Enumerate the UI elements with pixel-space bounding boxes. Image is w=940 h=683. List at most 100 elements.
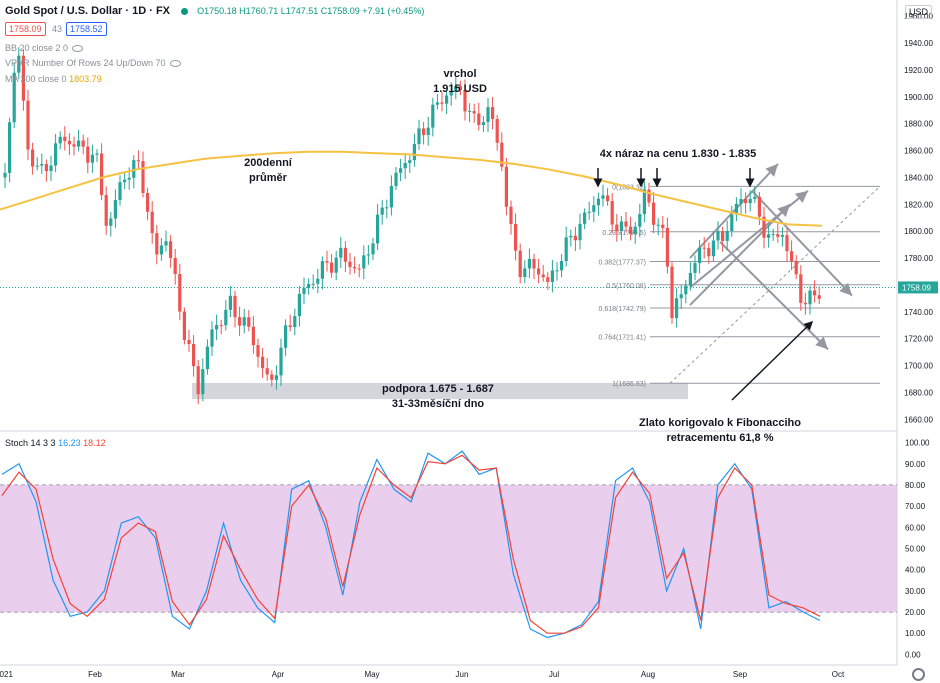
- candle-body: [748, 198, 752, 204]
- stoch-tick-label: 0.00: [905, 650, 921, 659]
- stoch-band: [0, 484, 897, 613]
- bb-legend[interactable]: BB 20 close 2 0: [5, 43, 84, 53]
- vrvp-legend[interactable]: VPVR Number Of Rows 24 Up/Down 70: [5, 58, 181, 68]
- candle-body: [3, 172, 7, 178]
- fib-level-label: 0.764(1721.41): [599, 335, 646, 342]
- candle-body: [247, 317, 251, 327]
- eye-off-icon[interactable]: [72, 45, 84, 53]
- candle-body: [486, 107, 490, 123]
- candle-body: [118, 182, 122, 201]
- candle-body: [284, 325, 288, 348]
- candle-body: [725, 231, 729, 241]
- stoch-series: [1, 450, 821, 639]
- candle-body: [357, 268, 361, 270]
- time-tick-label: Feb: [88, 670, 102, 679]
- candle-body: [445, 95, 449, 104]
- candle-body: [224, 309, 228, 326]
- last-price-label: 1758.09: [902, 283, 931, 292]
- candle-body: [440, 102, 444, 104]
- eye-off-icon[interactable]: [169, 60, 181, 68]
- candle-body: [702, 247, 706, 249]
- price-tick-label: 1900.00: [904, 93, 933, 102]
- buy-price-button[interactable]: 1758.52: [66, 22, 107, 36]
- candle-body: [141, 161, 145, 194]
- candle-body: [481, 122, 485, 125]
- candle-body: [514, 224, 518, 251]
- candle-body: [642, 189, 646, 215]
- ohlc-readout: O1750.18 H1760.71 L1747.51 C1758.09 +7.9…: [197, 6, 425, 16]
- time-tick-label: Mar: [171, 670, 185, 679]
- ma-legend[interactable]: MA 200 close 0 1803.79: [5, 74, 102, 84]
- candle-body: [412, 143, 416, 161]
- candle-body: [31, 149, 35, 167]
- candle-body: [587, 211, 591, 213]
- candle-body: [472, 111, 476, 114]
- stoch-tick-label: 70.00: [905, 502, 926, 511]
- candle-body: [569, 235, 573, 238]
- candle-body: [242, 317, 246, 326]
- price-tick-label: 1780.00: [904, 254, 933, 263]
- candle-body: [629, 226, 633, 234]
- candle-body: [698, 247, 702, 264]
- candle-body: [458, 86, 462, 90]
- candle-body: [739, 199, 743, 204]
- time-tick-label: Oct: [832, 670, 845, 679]
- candle-body: [366, 254, 370, 256]
- candle-body: [403, 162, 407, 169]
- candle-body: [261, 356, 265, 369]
- spread-value: 43: [52, 24, 63, 34]
- candle-body: [537, 268, 541, 275]
- stoch-legend[interactable]: Stoch 14 3 3 16.23 18.12: [5, 438, 106, 448]
- candle-body: [518, 250, 522, 277]
- fib-level-label: 0.382(1777.37): [599, 260, 646, 267]
- candle-body: [753, 196, 757, 199]
- candle-body: [325, 261, 329, 263]
- candle-body: [136, 160, 140, 162]
- fib-level-label: 0.236(1799.5): [602, 230, 646, 237]
- candle-body: [146, 193, 150, 212]
- candle-body: [546, 277, 550, 282]
- candle-body: [219, 325, 223, 327]
- candle-body: [307, 283, 311, 288]
- symbol-title[interactable]: Gold Spot / U.S. Dollar · 1D · FX: [5, 5, 171, 17]
- candle-body: [127, 177, 131, 180]
- candle-body: [656, 224, 660, 226]
- time-tick-label: Jul: [549, 670, 559, 679]
- ma200-line: [0, 150, 823, 227]
- price-tick-label: 1660.00: [904, 415, 933, 424]
- stoch-k-value: 16.23: [58, 438, 81, 448]
- peak-label: vrchol: [443, 68, 476, 80]
- candle-body: [343, 247, 347, 262]
- last-price-tag: [898, 281, 938, 294]
- candle-body: [711, 240, 715, 257]
- fib-annotation: Zlato korigovalo k Fibonacciho: [639, 417, 801, 429]
- candle-body: [684, 285, 688, 295]
- candle-body: [256, 345, 260, 357]
- candle-body: [661, 224, 665, 228]
- currency-selector[interactable]: USD: [905, 5, 933, 19]
- candle-body: [693, 263, 697, 273]
- fib-pointer-arrow: [731, 320, 814, 401]
- candle-body: [762, 216, 766, 238]
- candle-body: [371, 243, 375, 255]
- candle-body: [339, 247, 343, 258]
- sell-price-button[interactable]: 1758.09: [5, 22, 46, 36]
- candle-body: [573, 235, 577, 241]
- candle-body: [707, 248, 711, 257]
- candle-body: [8, 122, 12, 173]
- candle-body: [215, 325, 219, 330]
- stoch-d-line: [1, 454, 821, 634]
- down-channel-bottom: [719, 241, 829, 351]
- candle-body: [35, 165, 39, 167]
- candle-body: [320, 261, 324, 279]
- candle-body: [238, 317, 242, 326]
- gear-icon[interactable]: [912, 668, 925, 681]
- candle-body: [504, 166, 508, 207]
- candle-body: [72, 144, 76, 147]
- candle-body: [17, 55, 21, 73]
- candle-body: [652, 202, 656, 225]
- candle-body: [730, 214, 734, 232]
- candle-body: [491, 107, 495, 119]
- candle-body: [178, 273, 182, 312]
- candle-body: [468, 111, 472, 113]
